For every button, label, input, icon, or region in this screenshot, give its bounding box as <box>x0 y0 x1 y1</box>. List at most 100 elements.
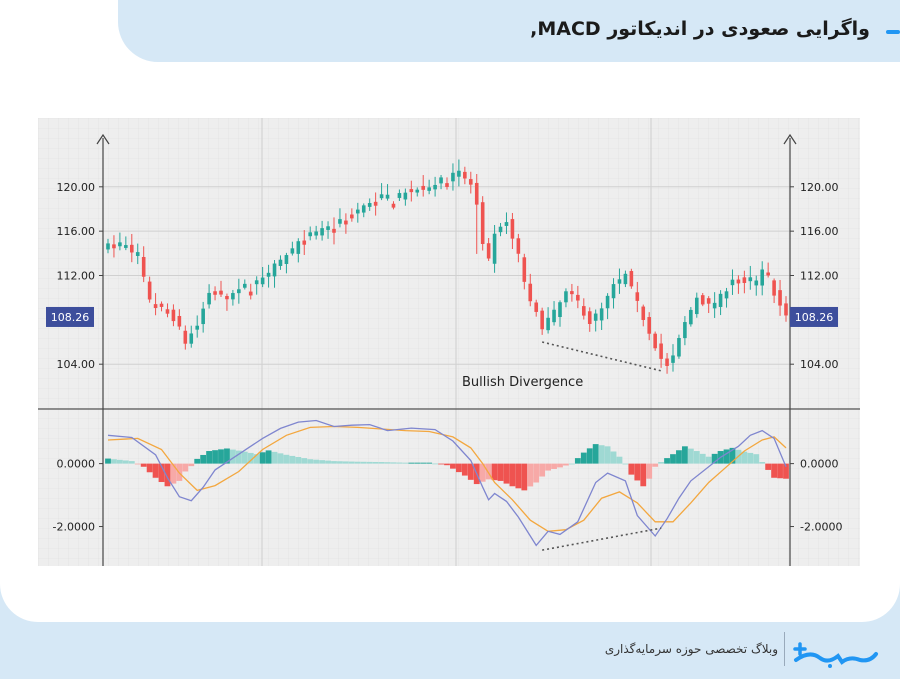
histogram-bar-positive <box>319 460 326 464</box>
candle-up <box>671 355 675 363</box>
vertical-gridlines <box>261 118 652 566</box>
axis-labels: 120.00 120.00 116.00 116.00 112.00 112.00 104.… <box>53 181 843 534</box>
histogram-bar-positive <box>616 456 623 464</box>
histogram-bar-positive <box>747 452 754 464</box>
candle-up <box>338 219 342 224</box>
candle-up <box>712 302 717 309</box>
histogram-bar-positive <box>194 458 201 464</box>
candle-up <box>106 243 110 250</box>
last-price-badge-right <box>790 306 838 327</box>
candle-down <box>534 302 539 312</box>
histogram-bar-positive <box>568 463 575 465</box>
histogram-bar-positive <box>348 461 355 464</box>
candle-up <box>266 272 271 277</box>
candle-down <box>225 296 229 300</box>
histogram-bar-positive <box>729 447 736 464</box>
candle-down <box>653 333 657 349</box>
candle-down <box>641 306 646 320</box>
candle-up <box>694 297 699 315</box>
histogram-bar-negative <box>152 463 159 478</box>
histogram-bar-negative <box>551 463 557 469</box>
histogram-bar-positive <box>212 450 218 464</box>
price-tick-label-right: 120.00 <box>800 181 839 194</box>
histogram-bar-positive <box>753 454 760 464</box>
candle-up <box>683 322 687 339</box>
candle-up <box>415 189 420 193</box>
histogram-bar-positive <box>420 462 427 464</box>
candle-down <box>647 317 652 334</box>
histogram-bar-negative <box>777 463 783 479</box>
candle-down <box>570 291 574 295</box>
candle-up <box>760 269 765 286</box>
histogram-bar-positive <box>116 459 123 464</box>
candle-down <box>112 244 116 249</box>
candle-up <box>451 172 455 182</box>
histogram-bar-positive <box>592 444 599 464</box>
candle-up <box>254 280 259 285</box>
candle-down <box>581 306 586 316</box>
candle-up <box>397 193 402 198</box>
candle-down <box>445 183 449 187</box>
candle-up <box>718 293 723 307</box>
histogram-bar-negative <box>444 463 450 466</box>
histogram-bar-positive <box>687 448 694 464</box>
chart-grid <box>38 118 860 566</box>
histogram-bar-positive <box>598 445 605 464</box>
candle-up <box>599 308 604 321</box>
histogram-bar-positive <box>676 450 682 464</box>
candle-up <box>296 241 301 254</box>
histogram-bar-positive <box>277 453 284 464</box>
histogram-bar-positive <box>342 461 349 464</box>
histogram-bar-positive <box>218 449 224 464</box>
histogram-bar-negative <box>765 463 772 470</box>
candle-down <box>248 291 253 296</box>
candle-up <box>278 259 283 266</box>
candle-down <box>129 244 134 253</box>
price-divergence-line <box>541 341 662 372</box>
last-price-label: 108.26 <box>51 311 90 324</box>
histogram-bar-positive <box>265 450 272 464</box>
candle-down <box>784 303 788 316</box>
histogram-bar-positive <box>664 458 670 464</box>
histogram-bar-positive <box>705 456 712 464</box>
histogram-bar-positive <box>390 462 397 464</box>
candle-up <box>498 226 503 233</box>
histogram-bar-positive <box>693 451 700 464</box>
signal-line <box>107 425 787 532</box>
macd-tick-label-right: -2.0000 <box>800 521 842 534</box>
histogram-bar-positive <box>128 461 135 464</box>
histogram-bar-positive <box>360 461 367 464</box>
title-accent <box>886 30 900 34</box>
histogram-bar-negative <box>467 463 474 480</box>
candle-up <box>195 325 200 330</box>
candle-up <box>231 293 235 300</box>
histogram-bar-positive <box>741 451 748 464</box>
histogram-bar-positive <box>253 454 260 464</box>
histogram-bar-negative <box>533 463 540 483</box>
histogram-bar-positive <box>580 452 587 464</box>
histogram-bar-negative <box>164 463 171 487</box>
histogram-bar-negative <box>497 463 504 481</box>
histogram-bar-negative <box>539 463 546 477</box>
histogram-bar-negative <box>563 463 569 466</box>
histogram-bar-positive <box>711 453 718 464</box>
candle-down <box>540 310 544 330</box>
candle-up <box>207 292 211 305</box>
histogram-bar-negative <box>146 463 153 473</box>
candle-down <box>486 243 491 259</box>
price-tick-label-left: 104.00 <box>57 358 96 371</box>
histogram-bar-positive <box>759 462 766 464</box>
candle-up <box>754 280 759 286</box>
candle-up <box>355 209 360 214</box>
footer-tagline: وبلاگ تخصصی حوزه سرمایه‌گذاری <box>604 642 778 656</box>
candle-up <box>189 333 194 344</box>
candle-down <box>409 189 414 193</box>
histogram-bar-positive <box>313 459 320 464</box>
candle-down <box>302 240 307 245</box>
histogram-bar-positive <box>414 462 421 464</box>
candle-down <box>373 201 378 206</box>
candle-down <box>147 281 152 300</box>
histogram-bar-negative <box>527 463 534 487</box>
histogram-bar-positive <box>610 451 617 464</box>
candle-down <box>778 290 782 306</box>
